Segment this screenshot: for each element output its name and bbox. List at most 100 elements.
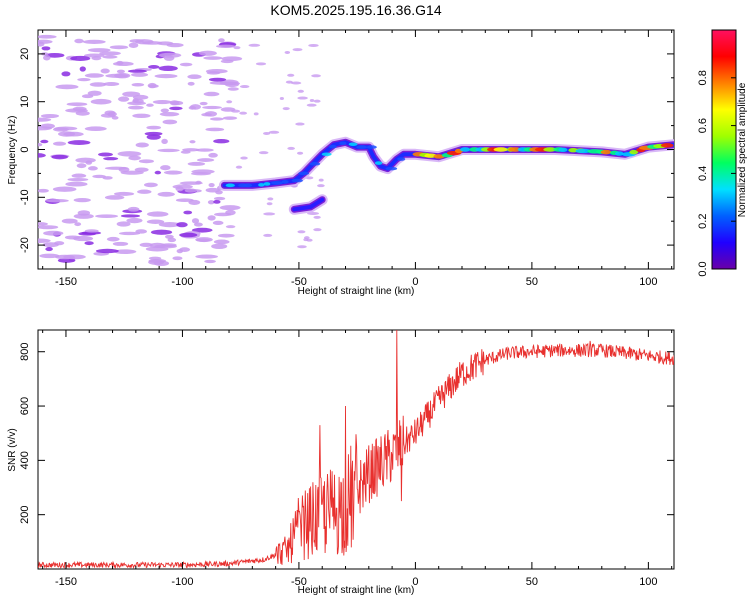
noise-blob (79, 66, 86, 72)
noise-blob (239, 85, 250, 89)
noise-blob (73, 213, 94, 219)
noise-blob (84, 229, 99, 233)
noise-blob (57, 258, 76, 263)
noise-blob (266, 202, 273, 206)
noise-blob (191, 218, 200, 224)
ridge-hotspot (615, 151, 624, 156)
ridge-hotspot (339, 141, 347, 146)
noise-blob (203, 56, 223, 60)
noise-blob (212, 220, 224, 226)
noise-blob (113, 191, 135, 196)
noise-blob (146, 103, 154, 107)
noise-blob (53, 241, 65, 246)
noise-blob (190, 172, 211, 176)
top-xtick-label: 100 (639, 276, 657, 288)
noise-blob (76, 163, 87, 169)
noise-blob (135, 229, 148, 234)
ridge-hotspot (271, 181, 283, 185)
ridge-hotspot (321, 152, 332, 157)
noise-blob (205, 127, 225, 132)
bottom-xtick-label: -100 (171, 576, 193, 588)
bottom-xtick-label: -50 (291, 576, 307, 588)
noise-blob (109, 45, 129, 50)
noise-blob (240, 156, 248, 160)
noise-blob (40, 123, 55, 129)
top-ytick-label: 20 (19, 48, 31, 60)
noise-blob (137, 189, 152, 194)
noise-blob (113, 249, 137, 255)
top-ylabel: Frequency (Hz) (7, 116, 18, 185)
noise-blob (183, 210, 193, 215)
noise-blob (193, 222, 203, 227)
noise-blob (160, 108, 170, 113)
noise-blob (153, 260, 170, 267)
noise-blob (154, 74, 178, 79)
ridge-hotspot (460, 147, 471, 152)
noise-blob (306, 238, 313, 242)
noise-blob (67, 140, 91, 146)
noise-blob (114, 72, 131, 79)
noise-blob (92, 174, 106, 179)
noise-blob (112, 241, 129, 246)
noise-blob (38, 188, 49, 193)
noise-blob (225, 225, 236, 229)
noise-blob (213, 239, 230, 245)
noise-blob (146, 219, 165, 224)
noise-blob (233, 46, 241, 50)
top-ytick-label: -10 (19, 189, 31, 205)
noise-blob (145, 246, 169, 252)
noise-blob (297, 96, 308, 100)
page-title: KOM5.2025.195.16.36.G14 (270, 2, 442, 18)
ridge-hotspot (281, 179, 289, 184)
top-ytick-label: 0 (19, 146, 31, 152)
noise-blob (159, 111, 180, 117)
ridge-hotspot (558, 147, 568, 153)
ridge-hotspot (243, 183, 253, 188)
noise-blob (169, 100, 180, 106)
noise-blob (75, 110, 90, 116)
noise-blob (38, 238, 51, 244)
ridge-hotspot (575, 148, 591, 154)
noise-blob (290, 81, 302, 85)
noise-blob (84, 73, 104, 78)
noise-blob (87, 166, 98, 171)
noise-blob (43, 230, 64, 236)
noise-blob (38, 143, 43, 147)
noise-blob (70, 55, 91, 62)
noise-blob (213, 199, 221, 204)
noise-blob (219, 205, 241, 211)
colorbar-tick-label: 0.6 (697, 118, 709, 133)
noise-blob (135, 142, 149, 148)
top-ytick-label: -20 (19, 237, 31, 253)
noise-blob (65, 181, 88, 187)
noise-blob (87, 90, 102, 96)
ridge-hotspot (660, 143, 674, 148)
ridge-hotspot (356, 145, 368, 149)
noise-blob (111, 115, 119, 120)
noise-blob (179, 62, 193, 67)
ridge-hotspot (397, 157, 406, 161)
noise-blob (175, 186, 184, 192)
noise-blob (295, 122, 305, 126)
ridge-hotspot (225, 183, 235, 188)
noise-blob (191, 227, 213, 233)
ridge-hotspot (600, 149, 612, 155)
noise-blob (158, 52, 182, 58)
noise-blob (102, 55, 118, 59)
noise-blob (313, 228, 322, 232)
noise-blob (61, 71, 71, 77)
noise-blob (98, 152, 113, 157)
noise-blob (66, 102, 88, 107)
ridge-hotspot (508, 147, 522, 152)
noise-blob (313, 215, 321, 219)
noise-blob (263, 233, 273, 237)
noise-blob (82, 39, 106, 44)
bottom-ylabel: SNR (v/v) (7, 428, 18, 471)
noise-blob (40, 113, 60, 119)
noise-blob (163, 55, 175, 61)
ridge-hotspot (366, 145, 377, 149)
noise-blob (58, 131, 76, 137)
noise-blob (309, 99, 315, 103)
noise-blob (230, 109, 241, 113)
